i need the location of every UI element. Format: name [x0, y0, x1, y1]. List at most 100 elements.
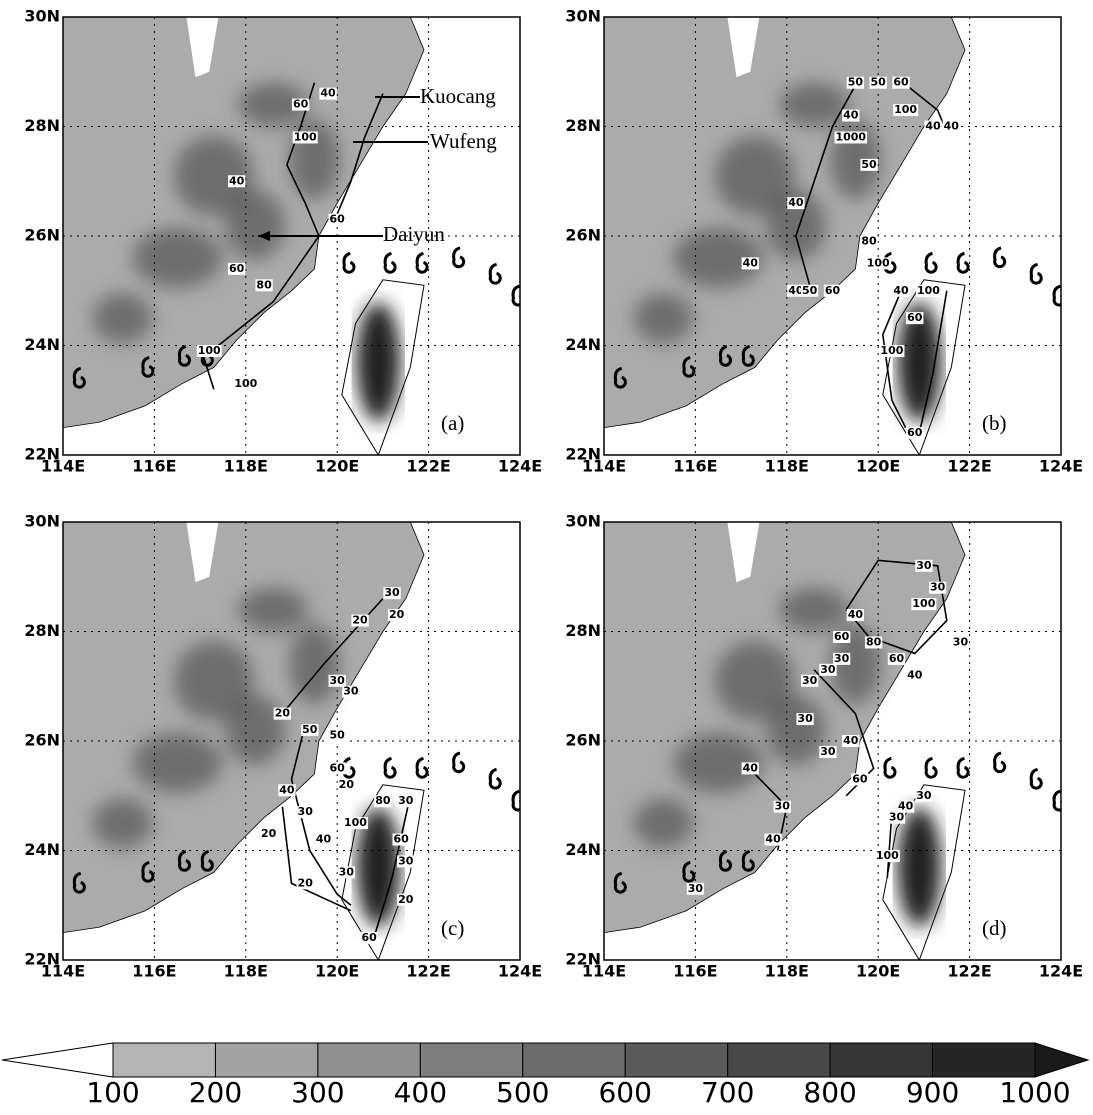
panel-label: (c) [441, 916, 464, 940]
contour-label-bg [328, 762, 346, 775]
contour-label: 100 [294, 130, 317, 143]
contour-label: 60 [825, 284, 841, 297]
colorbar-segment [214, 1042, 319, 1078]
colorbar: 100 200 300 400 500 600 700 800 900 1000 [1, 1042, 1090, 1109]
colorbar-tick-label: 400 [394, 1076, 447, 1109]
contour-label-bg [796, 713, 814, 726]
contour-label: 30 [339, 865, 355, 878]
contour-label-bg [741, 257, 759, 270]
contour-label-bg [228, 175, 246, 188]
frame [62, 521, 521, 961]
contour-label: 1000 [835, 130, 866, 143]
typhoon-symbol [718, 344, 732, 367]
rain-blob [765, 190, 826, 261]
rain-blob [224, 695, 285, 766]
typhoon-symbol [682, 355, 696, 378]
contour-label: 100 [344, 816, 367, 829]
contour-label: 40 [893, 284, 909, 297]
typhoon-symbol [200, 849, 214, 872]
typhoon-symbol [452, 751, 466, 774]
contour-label-bg [834, 131, 868, 144]
colorbar-extension-high [1034, 1042, 1090, 1078]
contour-label-bg [314, 833, 333, 846]
map-panel: 40 60 40 100 60 80 60 100 100 114E 116E 118E 120E 122… [24, 7, 542, 476]
contour-label: 60 [907, 426, 923, 439]
x-tick-label: 124E [1039, 457, 1083, 476]
x-tick-label: 120E [856, 962, 900, 981]
contour-label: 60 [893, 76, 909, 89]
colorbar-segment [522, 1042, 626, 1078]
panel-label: (b) [982, 411, 1007, 435]
contour-label: 60 [834, 630, 850, 643]
typhoon-symbol [511, 284, 520, 307]
contour-label-bg [906, 427, 924, 440]
contour-label: 30 [398, 794, 414, 807]
x-tick-label: 116E [132, 962, 176, 981]
colorbar-segment [932, 1042, 1036, 1078]
contour-label-bg [337, 866, 355, 879]
contour-label: 40 [788, 284, 804, 297]
typhoon-symbol [956, 251, 970, 274]
contour-label: 30 [916, 789, 932, 802]
contour-label: 30 [330, 674, 346, 687]
contour-label-bg [374, 795, 392, 808]
colorbar-segment [727, 1042, 831, 1078]
y-tick-label: 24N [565, 335, 601, 354]
contour-label-bg [296, 877, 314, 890]
annotation: Daiyun [383, 222, 445, 246]
contour-label: 80 [866, 635, 882, 648]
contour-label-bg [846, 609, 865, 622]
typhoon-symbol [415, 756, 429, 779]
rain-blob [132, 732, 223, 793]
colorbar-tick-label: 700 [701, 1076, 754, 1109]
rain-blob [714, 135, 795, 216]
contour [373, 795, 412, 939]
rain-shading [633, 82, 881, 344]
typhoon-symbol [383, 756, 397, 779]
contour-label-bg [924, 120, 942, 133]
contour-label-bg [928, 581, 947, 594]
y-tick-label: 30N [565, 512, 601, 531]
x-tick-label: 122E [947, 457, 991, 476]
contour-label: 30 [688, 882, 704, 895]
contour-label-bg [337, 778, 355, 791]
contour-label-bg [397, 855, 415, 868]
contour-label: 40 [320, 87, 336, 100]
y-tick-label: 26N [565, 226, 601, 245]
typhoon-symbol [383, 251, 397, 274]
contour-label: 30 [384, 586, 400, 599]
contour-label: 100 [198, 344, 221, 357]
contour-label: 30 [797, 712, 813, 725]
x-tick-label: 122E [406, 457, 450, 476]
y-tick-label: 28N [565, 116, 601, 135]
contour-label: 50 [861, 158, 877, 171]
rain-blob [289, 624, 340, 705]
colorbar-tick-label: 100 [86, 1076, 139, 1109]
contour-label-bg [887, 652, 906, 665]
rain-shading [633, 587, 881, 849]
contour-label: 20 [352, 614, 368, 627]
contour-label-bg [360, 932, 378, 945]
frame [62, 16, 521, 456]
typhoon-symbol [1029, 262, 1043, 285]
typhoon-symbol [488, 767, 502, 790]
contour-label-bg [860, 235, 878, 248]
dry-patch [727, 522, 760, 583]
rain-blob [132, 227, 223, 288]
x-tick-label: 118E [765, 962, 809, 981]
typhoon-symbol [1029, 767, 1043, 790]
y-tick-label: 22N [565, 950, 601, 969]
contour-label: 80 [256, 278, 272, 291]
x-tick-label: 118E [765, 457, 809, 476]
y-tick-label: 22N [24, 445, 60, 464]
contour-label: 100 [234, 377, 257, 390]
x-tick-label: 124E [1039, 962, 1083, 981]
y-tick-label: 28N [24, 116, 60, 135]
contour-label: 100 [917, 284, 940, 297]
taiwan-rain [356, 806, 401, 927]
contour-label: 30 [834, 652, 850, 665]
typhoon-symbol [613, 871, 627, 894]
contour [290, 724, 352, 906]
